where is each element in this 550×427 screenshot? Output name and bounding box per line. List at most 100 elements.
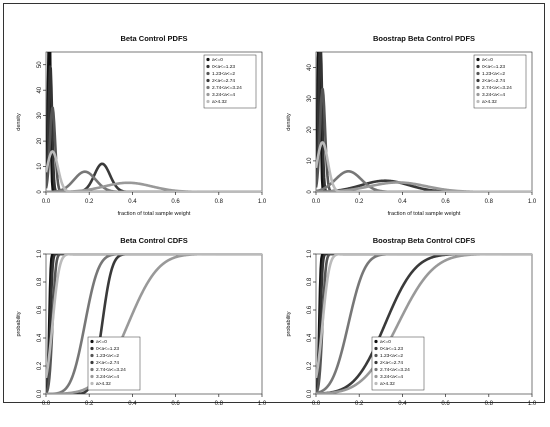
chart-svg: Beta Control CDFS 0.0 0.2 0.4 0.6 0.8 1.0 0.0 0.… (16, 236, 267, 407)
legend-marker (374, 360, 378, 365)
legend-label: 0<a<=1.23 (96, 346, 119, 352)
legend-label: 2.74<a<=3.24 (96, 367, 126, 373)
legend-label: 0<a<=1.23 (482, 64, 505, 70)
x-tick-label: 0.0 (312, 199, 321, 205)
y-tick-label: 10 (307, 157, 313, 164)
series-line-5 (46, 181, 262, 192)
x-tick-label: 1.0 (258, 199, 267, 205)
y-tick-label: 1.0 (307, 249, 313, 258)
y-tick-label: 40 (37, 86, 43, 93)
legend-marker (90, 381, 94, 386)
legend-box (473, 54, 527, 109)
legend-label: 3.24<a<=4 (380, 374, 403, 380)
legend-marker (206, 92, 210, 97)
legend-marker (90, 360, 94, 365)
series-line-3 (46, 254, 262, 394)
x-tick-label: 1.0 (528, 199, 537, 205)
y-tick-label: 0.2 (37, 361, 43, 370)
legend-label: a<=0 (96, 339, 107, 345)
x-tick-label: 0.0 (42, 401, 51, 407)
x-tick-label: 0.8 (215, 199, 224, 205)
figure-frame (3, 3, 545, 403)
legend-label: 2<a<=2.74 (96, 360, 119, 366)
legend: a<=00<a<=1.231.23<a<=22<a<=2.742.74<a<=3… (371, 336, 425, 391)
legend-label: 1.23<a<=2 (212, 71, 235, 77)
x-tick-label: 0.8 (485, 401, 494, 407)
x-tick-label: 0.0 (312, 401, 321, 407)
series-line-2 (46, 106, 262, 192)
y-tick-label: 0 (307, 190, 313, 194)
y-tick-label: 0.2 (307, 361, 313, 370)
legend-label: a<=0 (380, 339, 391, 345)
legend-marker (374, 367, 378, 372)
legend-box (203, 54, 257, 109)
y-tick-label: 20 (37, 137, 43, 144)
legend-marker (476, 71, 480, 76)
y-tick-label: 50 (37, 61, 43, 68)
chart-title: Beta Control PDFS (120, 34, 187, 43)
x-tick-label: 0.2 (85, 199, 94, 205)
y-axis-label: density (286, 113, 292, 131)
x-tick-label: 0.6 (441, 401, 450, 407)
x-tick-label: 0.0 (42, 199, 51, 205)
legend-label: 3.24<a<=4 (212, 92, 235, 98)
legend-marker (206, 85, 210, 90)
x-tick-label: 0.4 (128, 401, 137, 407)
legend-label: a>4.32 (380, 381, 395, 387)
x-tick-label: 0.2 (355, 199, 364, 205)
legend-marker (476, 64, 480, 69)
y-axis-label: probability (16, 311, 22, 336)
x-axis-label: fraction of total sample weight (118, 211, 191, 217)
y-tick-label: 0.6 (307, 305, 313, 314)
legend-label: 3.24<a<=4 (482, 92, 505, 98)
legend-label: 0<a<=1.23 (212, 64, 235, 70)
legend-box (87, 336, 141, 391)
y-tick-label: 1.0 (37, 249, 43, 258)
legend-marker (374, 346, 378, 351)
legend-marker (374, 353, 378, 358)
y-tick-label: 30 (37, 112, 43, 119)
legend-label: a<=0 (482, 57, 493, 63)
legend-marker (206, 99, 210, 104)
legend-marker (206, 57, 210, 62)
y-tick-label: 0 (37, 190, 43, 194)
y-axis-label: density (16, 113, 22, 131)
legend-marker (90, 353, 94, 358)
legend-label: 0<a<=1.23 (380, 346, 403, 352)
legend-marker (476, 92, 480, 97)
y-tick-label: 0.0 (307, 389, 313, 398)
y-tick-label: 0.8 (307, 277, 313, 286)
legend-marker (374, 339, 378, 344)
legend-label: 2.74<a<=3.24 (482, 85, 512, 91)
y-tick-label: 0.4 (307, 333, 313, 342)
x-tick-label: 0.6 (171, 401, 180, 407)
series-line-5 (316, 181, 532, 192)
legend-label: 3.24<a<=4 (96, 374, 119, 380)
x-tick-label: 0.6 (441, 199, 450, 205)
legend-marker (90, 367, 94, 372)
x-tick-label: 0.6 (171, 199, 180, 205)
chart-title: Boostrap Beta Control PDFS (373, 34, 475, 43)
series-line-4 (46, 170, 262, 192)
series-line-4 (316, 254, 532, 394)
legend-label: 2<a<=2.74 (482, 78, 505, 84)
x-tick-label: 0.8 (215, 401, 224, 407)
legend-marker (476, 57, 480, 62)
series-line-3 (316, 254, 532, 394)
legend-label: a>4.32 (482, 99, 497, 105)
legend-label: 1.23<a<=2 (96, 353, 119, 359)
y-tick-label: 10 (37, 163, 43, 170)
legend-marker (206, 78, 210, 83)
x-tick-label: 0.4 (128, 199, 137, 205)
legend-marker (374, 381, 378, 386)
x-tick-label: 0.2 (355, 401, 364, 407)
legend-marker (90, 346, 94, 351)
y-tick-label: 30 (307, 95, 313, 102)
legend-marker (206, 71, 210, 76)
series-line-3 (316, 179, 532, 192)
legend-label: 2<a<=2.74 (380, 360, 403, 366)
y-tick-label: 0.8 (37, 277, 43, 286)
chart-svg: Boostrap Beta Control CDFS 0.0 0.2 0.4 0.6 0.… (286, 236, 537, 407)
legend-label: a>4.32 (212, 99, 227, 105)
x-axis-label: fraction of total sample weight (388, 211, 461, 217)
